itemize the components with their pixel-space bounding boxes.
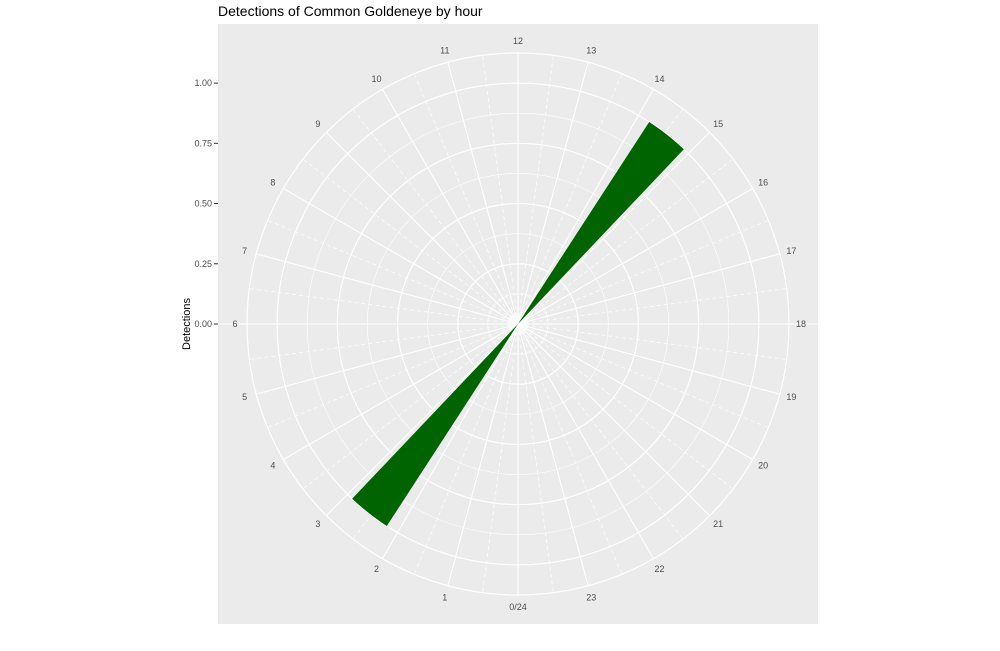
y-tick-label: 1.00 — [194, 78, 212, 88]
major-spoke — [517, 323, 780, 395]
major-spoke — [517, 62, 589, 325]
minor-spoke — [413, 73, 519, 325]
major-spoke — [517, 253, 780, 325]
major-spoke — [447, 62, 519, 325]
minor-spoke — [517, 73, 623, 325]
major-spoke — [382, 323, 519, 559]
major-spoke — [517, 323, 654, 559]
minor-spoke — [517, 288, 787, 325]
grid-lines — [218, 52, 818, 596]
major-spoke — [325, 131, 519, 325]
hour-label: 2 — [374, 564, 379, 574]
hour-label: 17 — [786, 246, 796, 256]
hour-labels: 0/24123456789101112131415161718192021222… — [232, 36, 806, 612]
minor-spoke — [517, 323, 734, 490]
bar — [518, 121, 684, 324]
minor-spoke — [517, 55, 554, 325]
hour-label: 21 — [713, 519, 723, 529]
hour-label: 19 — [786, 392, 796, 402]
hour-label: 3 — [315, 519, 320, 529]
minor-spoke — [517, 323, 769, 429]
y-tick-label: 0.25 — [194, 259, 212, 269]
major-spoke — [517, 323, 711, 517]
hour-label: 23 — [586, 592, 596, 602]
minor-spoke — [482, 323, 519, 593]
hour-label: 15 — [713, 119, 723, 129]
y-axis: 0.00 0.25 0.50 0.75 1.00 — [194, 78, 218, 329]
hour-label: 5 — [242, 392, 247, 402]
hour-label: 8 — [270, 178, 275, 188]
major-spoke — [447, 323, 519, 586]
hour-label: 12 — [513, 36, 523, 46]
bar — [352, 324, 518, 527]
hour-label: 1 — [442, 592, 447, 602]
minor-spoke — [249, 288, 519, 325]
major-spoke — [256, 253, 519, 325]
major-spoke — [256, 323, 519, 395]
hour-label: 22 — [654, 564, 664, 574]
hour-label: 18 — [796, 319, 806, 329]
minor-spoke — [517, 158, 734, 325]
y-tick-label: 0.00 — [194, 319, 212, 329]
major-spoke — [517, 323, 753, 460]
minor-spoke — [517, 323, 623, 575]
major-spoke — [283, 188, 519, 325]
hour-label: 14 — [654, 74, 664, 84]
minor-spoke — [413, 323, 519, 575]
hour-label: 13 — [586, 46, 596, 56]
major-spoke — [283, 323, 519, 460]
hour-label: 20 — [758, 461, 768, 471]
hour-label: 16 — [758, 178, 768, 188]
major-spoke — [517, 188, 753, 325]
minor-spoke — [482, 55, 519, 325]
minor-spoke — [302, 158, 519, 325]
bars — [352, 121, 684, 527]
hour-label: 10 — [371, 74, 381, 84]
hour-label: 0/24 — [509, 602, 527, 612]
hour-label: 6 — [232, 319, 237, 329]
chart-title: Detections of Common Goldeneye by hour — [218, 3, 483, 19]
hour-label: 11 — [440, 46, 449, 56]
y-tick-label: 0.75 — [194, 138, 212, 148]
major-spoke — [382, 89, 519, 325]
minor-spoke — [249, 323, 519, 360]
minor-spoke — [267, 219, 519, 325]
minor-spoke — [517, 323, 787, 360]
y-axis-title: Detections — [181, 298, 193, 350]
minor-spoke — [352, 108, 519, 325]
minor-spoke — [267, 323, 519, 429]
hour-label: 7 — [242, 246, 247, 256]
major-spoke — [517, 323, 589, 586]
major-spoke — [517, 131, 711, 325]
minor-spoke — [517, 323, 554, 593]
major-spoke — [517, 89, 654, 325]
minor-spoke — [302, 323, 519, 490]
minor-spoke — [517, 323, 684, 540]
y-tick-label: 0.50 — [194, 199, 212, 209]
minor-spoke — [517, 219, 769, 325]
hour-label: 4 — [270, 461, 275, 471]
major-spoke — [325, 323, 519, 517]
hour-label: 9 — [315, 119, 320, 129]
